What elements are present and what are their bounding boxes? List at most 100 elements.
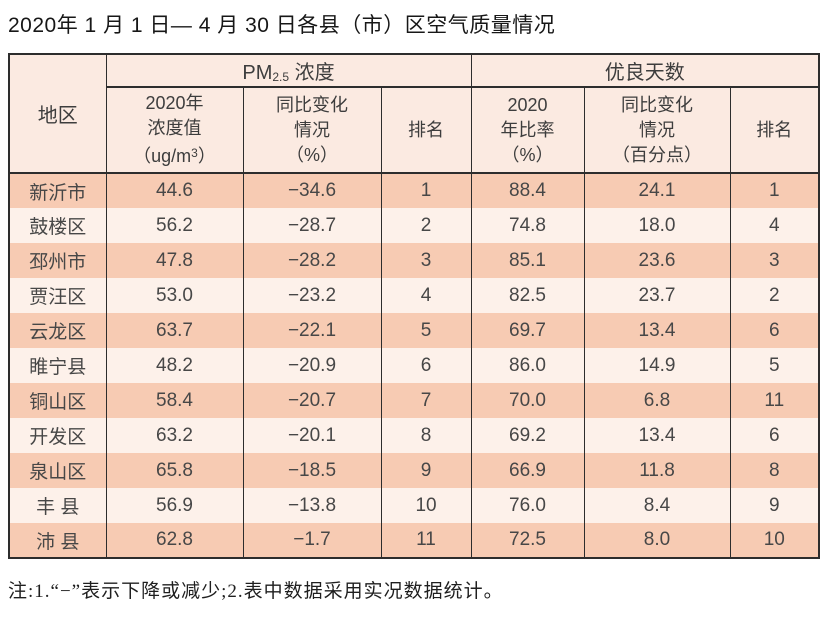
cell-pm25-value: 48.2 <box>105 348 244 384</box>
page: 2020年 1 月 1 日— 4 月 30 日各县（市）区空气质量情况 地区 P… <box>8 14 821 602</box>
table-body: 新沂市 44.6 −34.6 1 88.4 24.1 1 鼓楼区 56.2 −2… <box>8 173 820 559</box>
table-row: 泉山区 65.8 −18.5 9 66.9 11.8 8 <box>8 453 820 489</box>
table-row: 沛 县 62.8 −1.7 11 72.5 8.0 10 <box>8 523 820 559</box>
cell-pm25-change: −20.7 <box>242 383 382 419</box>
cell-good-rank: 5 <box>729 348 820 384</box>
cell-region: 丰 县 <box>8 488 107 524</box>
column-header-pm25-value: 2020年 浓度值 （ug/m3） <box>105 86 244 175</box>
cell-pm25-rank: 4 <box>380 278 472 314</box>
cell-good-change: 23.6 <box>583 243 731 279</box>
cell-pm25-change: −20.9 <box>242 348 382 384</box>
cell-good-rate: 85.1 <box>470 243 585 279</box>
cell-pm25-rank: 10 <box>380 488 472 524</box>
cell-good-rate: 70.0 <box>470 383 585 419</box>
cell-good-rank: 9 <box>729 488 820 524</box>
table-row: 开发区 63.2 −20.1 8 69.2 13.4 6 <box>8 418 820 454</box>
cell-pm25-change: −1.7 <box>242 523 382 559</box>
cell-region: 贾汪区 <box>8 278 107 314</box>
cell-good-rate: 76.0 <box>470 488 585 524</box>
unit-ug-m3: （ug/m3） <box>133 146 216 167</box>
cell-pm25-change: −28.7 <box>242 208 382 244</box>
cell-good-change: 6.8 <box>583 383 731 419</box>
cell-pm25-rank: 6 <box>380 348 472 384</box>
column-header-good-rate: 2020 年比率 （%） <box>470 86 585 175</box>
cell-good-change: 18.0 <box>583 208 731 244</box>
cell-good-rate: 72.5 <box>470 523 585 559</box>
cell-good-change: 24.1 <box>583 173 731 209</box>
cell-good-rate: 88.4 <box>470 173 585 209</box>
cell-region: 开发区 <box>8 418 107 454</box>
header-row-groups: 地区 PM2.5 浓度 优良天数 <box>8 53 820 175</box>
cell-pm25-change: −13.8 <box>242 488 382 524</box>
table-row: 贾汪区 53.0 −23.2 4 82.5 23.7 2 <box>8 278 820 314</box>
column-header-pm25-rank: 排名 <box>380 86 472 175</box>
cell-pm25-change: −20.1 <box>242 418 382 454</box>
cell-good-rank: 8 <box>729 453 820 489</box>
cell-region: 睢宁县 <box>8 348 107 384</box>
cell-pm25-rank: 2 <box>380 208 472 244</box>
cell-good-rate: 69.2 <box>470 418 585 454</box>
cell-good-rank: 1 <box>729 173 820 209</box>
column-header-good-rank: 排名 <box>729 86 820 175</box>
table-row: 丰 县 56.9 −13.8 10 76.0 8.4 9 <box>8 488 820 524</box>
cell-pm25-change: −23.2 <box>242 278 382 314</box>
cell-pm25-change: −28.2 <box>242 243 382 279</box>
cell-pm25-rank: 3 <box>380 243 472 279</box>
page-title: 2020年 1 月 1 日— 4 月 30 日各县（市）区空气质量情况 <box>8 14 556 37</box>
cell-good-rank: 6 <box>729 418 820 454</box>
column-header-pm25-change: 同比变化 情况 （%） <box>242 86 382 175</box>
cell-pm25-value: 62.8 <box>105 523 244 559</box>
column-group-pm25: PM2.5 浓度 <box>105 53 472 89</box>
cell-good-rate: 66.9 <box>470 453 585 489</box>
cell-pm25-value: 58.4 <box>105 383 244 419</box>
column-header-good-change: 同比变化 情况 （百分点） <box>583 86 731 175</box>
cell-good-rank: 3 <box>729 243 820 279</box>
cell-good-rank: 11 <box>729 383 820 419</box>
cell-region: 沛 县 <box>8 523 107 559</box>
cell-pm25-value: 65.8 <box>105 453 244 489</box>
cell-region: 鼓楼区 <box>8 208 107 244</box>
cell-good-rate: 74.8 <box>470 208 585 244</box>
cell-pm25-rank: 9 <box>380 453 472 489</box>
header-row-subcolumns: 2020年 浓度值 （ug/m3） 同比变化 情况 （%） 排名 2020 年比… <box>9 86 820 175</box>
cell-pm25-value: 63.2 <box>105 418 244 454</box>
cell-pm25-rank: 7 <box>380 383 472 419</box>
table-row: 新沂市 44.6 −34.6 1 88.4 24.1 1 <box>8 173 820 209</box>
cell-good-rank: 6 <box>729 313 820 349</box>
table-row: 铜山区 58.4 −20.7 7 70.0 6.8 11 <box>8 383 820 419</box>
cell-region: 泉山区 <box>8 453 107 489</box>
table-row: 邳州市 47.8 −28.2 3 85.1 23.6 3 <box>8 243 820 279</box>
cell-pm25-change: −22.1 <box>242 313 382 349</box>
table-row: 鼓楼区 56.2 −28.7 2 74.8 18.0 4 <box>8 208 820 244</box>
cell-pm25-change: −34.6 <box>242 173 382 209</box>
cell-pm25-value: 47.8 <box>105 243 244 279</box>
cell-good-change: 13.4 <box>583 418 731 454</box>
cell-pm25-rank: 1 <box>380 173 472 209</box>
cell-region: 铜山区 <box>8 383 107 419</box>
cell-pm25-rank: 11 <box>380 523 472 559</box>
cell-good-rate: 86.0 <box>470 348 585 384</box>
column-header-region: 地区 <box>8 53 107 175</box>
pm25-group-label: PM2.5 浓度 <box>242 62 335 85</box>
cell-good-rank: 2 <box>729 278 820 314</box>
cell-region: 邳州市 <box>8 243 107 279</box>
cell-pm25-value: 53.0 <box>105 278 244 314</box>
cell-pm25-rank: 8 <box>380 418 472 454</box>
cell-good-change: 8.0 <box>583 523 731 559</box>
cell-region: 新沂市 <box>8 173 107 209</box>
air-quality-table: 地区 PM2.5 浓度 优良天数 2020年 浓度值 （ug/m3） 同比变化 … <box>8 53 821 560</box>
column-group-good-days: 优良天数 <box>470 53 820 89</box>
cell-good-change: 13.4 <box>583 313 731 349</box>
table-header: 地区 PM2.5 浓度 优良天数 2020年 浓度值 （ug/m3） 同比变化 … <box>8 53 820 175</box>
cell-good-rate: 82.5 <box>470 278 585 314</box>
cell-good-rank: 10 <box>729 523 820 559</box>
cell-pm25-value: 44.6 <box>105 173 244 209</box>
cell-pm25-change: −18.5 <box>242 453 382 489</box>
cell-pm25-value: 56.2 <box>105 208 244 244</box>
cell-good-change: 23.7 <box>583 278 731 314</box>
cell-region: 云龙区 <box>8 313 107 349</box>
table-row: 云龙区 63.7 −22.1 5 69.7 13.4 6 <box>8 313 820 349</box>
cell-pm25-rank: 5 <box>380 313 472 349</box>
cell-good-change: 11.8 <box>583 453 731 489</box>
cell-good-rate: 69.7 <box>470 313 585 349</box>
